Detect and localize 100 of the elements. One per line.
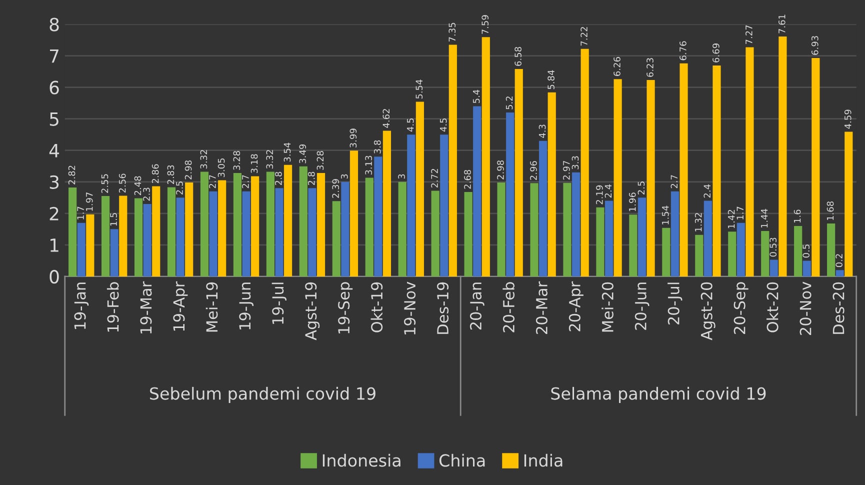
data-label: 3.05 bbox=[218, 158, 225, 178]
bar bbox=[596, 207, 604, 276]
bar bbox=[473, 106, 482, 276]
data-label: 0.53 bbox=[770, 238, 777, 257]
bar bbox=[794, 226, 802, 276]
bar bbox=[200, 172, 209, 276]
x-tick-label: 19-Mar bbox=[140, 281, 152, 334]
y-tick-label: 8 bbox=[50, 18, 59, 32]
bar bbox=[844, 132, 853, 276]
x-tick-label: 19-Apr bbox=[173, 281, 188, 331]
data-label: 1.97 bbox=[86, 192, 93, 211]
x-tick-label: Mei-19 bbox=[206, 282, 218, 332]
data-label: 2.56 bbox=[118, 174, 126, 193]
data-label: 2.5 bbox=[176, 182, 183, 194]
x-tick-label: 19-Jul bbox=[272, 282, 287, 324]
x-tick-label: Okt-19 bbox=[370, 282, 383, 332]
bar bbox=[530, 183, 538, 276]
data-label: 4.5 bbox=[440, 118, 447, 132]
x-tick-label: 20-Jul bbox=[668, 282, 682, 324]
data-label: 1.7 bbox=[77, 206, 84, 220]
data-label: 1.54 bbox=[662, 206, 669, 224]
data-label: 2.72 bbox=[431, 168, 438, 188]
x-tick-label: Mei-20 bbox=[602, 282, 614, 332]
data-label: 1.6 bbox=[794, 210, 801, 222]
bar bbox=[350, 150, 358, 276]
data-label: 2.48 bbox=[134, 176, 142, 196]
data-label: 7.61 bbox=[778, 14, 786, 34]
bar bbox=[827, 223, 836, 276]
data-label: 1.96 bbox=[628, 192, 636, 212]
bar bbox=[233, 173, 242, 276]
data-label: 2.8 bbox=[308, 172, 315, 185]
bar bbox=[332, 201, 340, 276]
x-tick-label: 20-Nov bbox=[800, 282, 812, 335]
data-label: 5.54 bbox=[416, 80, 423, 99]
bar bbox=[365, 178, 374, 276]
data-label: 2.4 bbox=[704, 184, 710, 198]
bar bbox=[398, 182, 406, 276]
x-tick-label: 19-Sep bbox=[338, 282, 353, 334]
bar bbox=[580, 48, 589, 276]
bar bbox=[152, 186, 160, 276]
bar bbox=[761, 231, 770, 276]
bar bbox=[712, 66, 721, 276]
bar bbox=[134, 198, 143, 276]
bar bbox=[374, 156, 382, 276]
data-label: 3.8 bbox=[374, 140, 381, 154]
bar bbox=[119, 196, 128, 276]
data-label: 2.83 bbox=[167, 165, 174, 184]
data-label: 2.7 bbox=[209, 175, 216, 188]
x-tick-label: 20-Sep bbox=[734, 282, 748, 334]
data-label: 6.26 bbox=[614, 57, 620, 76]
data-label: 5.2 bbox=[506, 96, 513, 110]
bar bbox=[497, 182, 506, 276]
data-label: 7.59 bbox=[482, 15, 489, 34]
data-label: 1.42 bbox=[728, 210, 735, 228]
x-tick-label: 19-Jun bbox=[239, 282, 254, 330]
y-tick-label: 0 bbox=[50, 270, 59, 284]
x-tick-label: Agst-20 bbox=[700, 282, 716, 340]
bar bbox=[704, 200, 712, 276]
data-label: 2.86 bbox=[152, 164, 159, 184]
data-label: 2.3 bbox=[143, 188, 150, 201]
bar bbox=[77, 222, 86, 276]
bar bbox=[572, 172, 580, 276]
x-tick-label: 20-Jun bbox=[634, 282, 650, 330]
data-label: 6.69 bbox=[712, 44, 720, 62]
bar bbox=[299, 166, 308, 276]
data-label: 2.7 bbox=[242, 175, 249, 188]
data-label: 3.28 bbox=[316, 151, 324, 170]
x-tick-label: 20-Feb bbox=[502, 282, 515, 332]
data-label: 7.22 bbox=[580, 27, 588, 46]
bar bbox=[102, 196, 110, 276]
bar bbox=[680, 63, 688, 276]
data-label: 2.96 bbox=[530, 161, 537, 180]
x-tick-label: Okt-20 bbox=[766, 282, 778, 332]
y-tick-label: 6 bbox=[50, 80, 59, 94]
x-tick-label: 20-Mar bbox=[536, 281, 548, 334]
bar bbox=[638, 198, 646, 276]
data-label: 4.59 bbox=[844, 110, 852, 129]
bar bbox=[464, 192, 472, 276]
data-label: 3 bbox=[398, 174, 405, 179]
y-tick-label: 5 bbox=[50, 112, 58, 126]
bar bbox=[548, 92, 556, 276]
data-label: 3.32 bbox=[200, 150, 208, 169]
data-label: 2.97 bbox=[563, 160, 570, 180]
bar bbox=[275, 188, 284, 276]
bar bbox=[86, 214, 94, 276]
data-label: 2.82 bbox=[68, 166, 76, 184]
bar bbox=[778, 36, 787, 276]
bar bbox=[629, 214, 638, 276]
data-label: 3.99 bbox=[350, 128, 357, 148]
data-label: 0.5 bbox=[802, 244, 810, 258]
data-label: 2.98 bbox=[184, 160, 192, 180]
data-label: 3.13 bbox=[365, 156, 372, 175]
data-label: 2.68 bbox=[464, 170, 471, 189]
bar bbox=[242, 191, 250, 276]
data-label: 3.54 bbox=[284, 142, 291, 162]
bar bbox=[736, 222, 745, 276]
bar bbox=[670, 191, 680, 276]
data-label: 2.98 bbox=[497, 160, 504, 180]
x-tick-label: Des-19 bbox=[437, 282, 449, 334]
bar bbox=[284, 164, 292, 276]
